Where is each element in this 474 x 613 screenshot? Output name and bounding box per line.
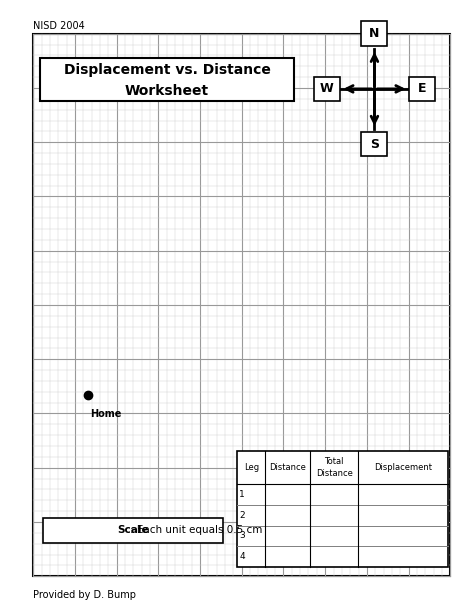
FancyBboxPatch shape — [361, 21, 388, 46]
Text: NISD 2004: NISD 2004 — [33, 21, 85, 31]
Text: Distance: Distance — [270, 463, 306, 472]
Text: Leg: Leg — [244, 463, 259, 472]
FancyBboxPatch shape — [237, 451, 448, 567]
Text: : Each unit equals 0.5 cm: : Each unit equals 0.5 cm — [130, 525, 263, 535]
Text: 4: 4 — [239, 552, 245, 561]
Text: Total: Total — [324, 457, 344, 466]
FancyBboxPatch shape — [40, 58, 294, 101]
FancyBboxPatch shape — [43, 518, 223, 543]
Text: 1: 1 — [239, 490, 245, 499]
FancyBboxPatch shape — [33, 34, 450, 576]
Text: N: N — [369, 27, 380, 40]
Text: 2: 2 — [239, 511, 245, 520]
FancyBboxPatch shape — [410, 77, 435, 101]
Text: W: W — [319, 82, 334, 96]
Text: Home: Home — [90, 409, 121, 419]
Text: Worksheet: Worksheet — [125, 84, 209, 97]
FancyBboxPatch shape — [361, 132, 388, 156]
Text: Distance: Distance — [316, 469, 353, 478]
Text: E: E — [418, 82, 427, 96]
Text: Scale: Scale — [117, 525, 148, 535]
Text: Provided by D. Bump: Provided by D. Bump — [33, 590, 136, 600]
Text: S: S — [370, 137, 379, 151]
Text: Displacement vs. Distance: Displacement vs. Distance — [64, 64, 271, 77]
Text: Displacement: Displacement — [374, 463, 432, 472]
FancyBboxPatch shape — [314, 77, 339, 101]
Text: 3: 3 — [239, 531, 245, 541]
